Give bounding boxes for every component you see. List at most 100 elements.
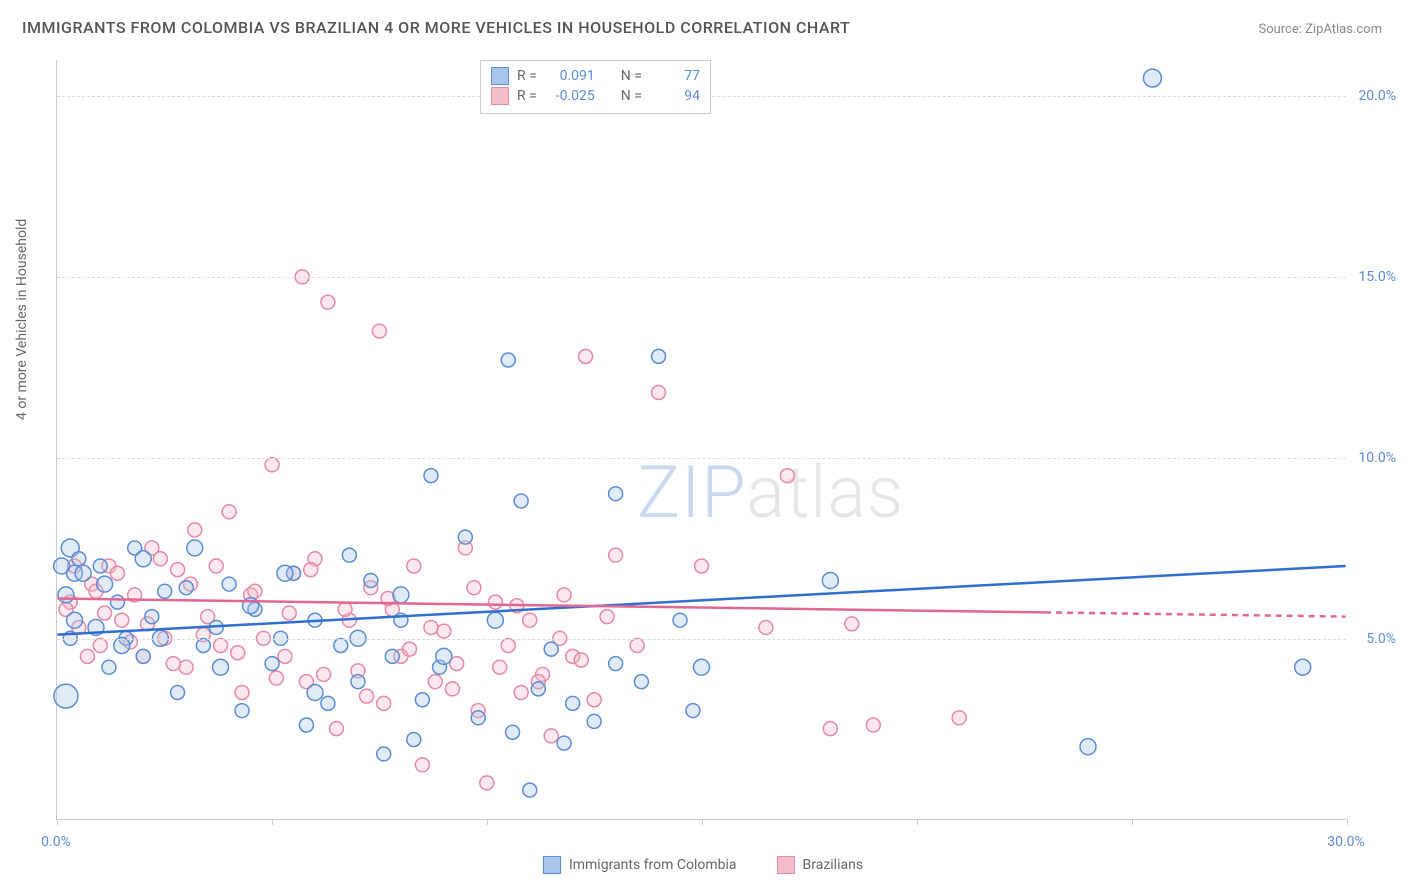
n-value-colombia: 77 — [650, 68, 700, 84]
scatter-point-brazil — [304, 563, 318, 577]
scatter-point-brazil — [209, 559, 223, 573]
scatter-point-brazil — [377, 696, 391, 710]
n-label: N = — [621, 88, 642, 104]
scatter-point-brazil — [188, 523, 202, 537]
y-axis-label: 4 or more Vehicles in Household — [14, 219, 30, 420]
scatter-point-brazil — [652, 386, 666, 400]
stats-legend: R = 0.091 N = 77 R = -0.025 N = 94 — [480, 60, 711, 114]
n-value-brazil: 94 — [650, 88, 700, 104]
scatter-point-colombia — [407, 732, 421, 746]
scatter-point-brazil — [415, 758, 429, 772]
legend-item-brazil: Brazilians — [777, 856, 864, 874]
scatter-point-colombia — [102, 660, 116, 674]
scatter-point-brazil — [493, 660, 507, 674]
x-tick — [57, 819, 58, 825]
scatter-point-colombia — [436, 648, 452, 664]
scatter-point-colombia — [634, 675, 648, 689]
scatter-point-brazil — [153, 552, 167, 566]
scatter-point-colombia — [514, 494, 528, 508]
scatter-point-colombia — [1295, 659, 1311, 675]
scatter-point-colombia — [75, 565, 91, 581]
scatter-point-colombia — [531, 682, 545, 696]
scatter-point-brazil — [445, 682, 459, 696]
scatter-point-colombia — [471, 711, 485, 725]
scatter-point-brazil — [317, 667, 331, 681]
scatter-point-brazil — [428, 675, 442, 689]
scatter-point-brazil — [231, 646, 245, 660]
plot-area: ZIPatlas 5.0%10.0%15.0%20.0% — [56, 60, 1346, 820]
swatch-colombia — [491, 67, 509, 85]
scatter-point-colombia — [458, 530, 472, 544]
scatter-point-colombia — [694, 659, 710, 675]
scatter-point-brazil — [248, 584, 262, 598]
x-tick-label: 0.0% — [41, 834, 71, 850]
scatter-point-colombia — [506, 725, 520, 739]
gridline — [57, 277, 1346, 278]
scatter-point-colombia — [424, 469, 438, 483]
scatter-point-brazil — [407, 559, 421, 573]
scatter-point-colombia — [171, 686, 185, 700]
scatter-point-brazil — [269, 671, 283, 685]
scatter-point-brazil — [952, 711, 966, 725]
scatter-point-brazil — [265, 458, 279, 472]
x-tick — [487, 819, 488, 825]
scatter-point-colombia — [213, 659, 229, 675]
r-label: R = — [517, 68, 537, 84]
scatter-point-brazil — [98, 606, 112, 620]
gridline — [57, 458, 1346, 459]
scatter-point-colombia — [235, 704, 249, 718]
scatter-point-colombia — [544, 642, 558, 656]
legend-swatch-brazil — [777, 856, 795, 874]
scatter-point-brazil — [579, 349, 593, 363]
swatch-brazil — [491, 87, 509, 105]
x-tick — [272, 819, 273, 825]
scatter-point-brazil — [557, 588, 571, 602]
stats-row-brazil: R = -0.025 N = 94 — [491, 87, 700, 105]
scatter-point-brazil — [278, 649, 292, 663]
scatter-point-colombia — [566, 696, 580, 710]
scatter-point-brazil — [115, 613, 129, 627]
scatter-point-colombia — [415, 693, 429, 707]
scatter-point-colombia — [110, 595, 124, 609]
scatter-point-brazil — [823, 722, 837, 736]
scatter-point-colombia — [686, 704, 700, 718]
legend-swatch-colombia — [543, 856, 561, 874]
scatter-point-colombia — [97, 576, 113, 592]
x-tick-label: 30.0% — [1327, 834, 1365, 850]
scatter-point-brazil — [437, 624, 451, 638]
scatter-point-brazil — [93, 639, 107, 653]
scatter-point-brazil — [80, 649, 94, 663]
scatter-point-brazil — [544, 729, 558, 743]
scatter-point-colombia — [673, 613, 687, 627]
scatter-point-brazil — [609, 548, 623, 562]
scatter-point-brazil — [171, 563, 185, 577]
scatter-point-brazil — [166, 657, 180, 671]
scatter-point-brazil — [222, 505, 236, 519]
scatter-point-brazil — [110, 566, 124, 580]
x-tick — [1347, 819, 1348, 825]
y-tick-label: 5.0% — [1366, 631, 1396, 647]
r-value-colombia: 0.091 — [545, 68, 595, 84]
scatter-point-colombia — [54, 558, 70, 574]
scatter-point-colombia — [1080, 739, 1096, 755]
scatter-point-brazil — [214, 639, 228, 653]
scatter-point-colombia — [609, 657, 623, 671]
scatter-point-brazil — [321, 295, 335, 309]
scatter-point-colombia — [93, 559, 107, 573]
scatter-point-colombia — [351, 675, 365, 689]
scatter-point-colombia — [377, 747, 391, 761]
scatter-point-brazil — [501, 639, 515, 653]
scatter-point-colombia — [557, 736, 571, 750]
scatter-point-colombia — [385, 649, 399, 663]
scatter-point-colombia — [587, 714, 601, 728]
scatter-point-brazil — [424, 620, 438, 634]
scatter-point-colombia — [187, 540, 203, 556]
scatter-point-brazil — [866, 718, 880, 732]
scatter-point-brazil — [282, 606, 296, 620]
scatter-point-colombia — [321, 696, 335, 710]
y-tick-label: 10.0% — [1358, 450, 1396, 466]
scatter-point-brazil — [402, 642, 416, 656]
scatter-point-colombia — [277, 565, 293, 581]
scatter-point-brazil — [338, 602, 352, 616]
legend-label-colombia: Immigrants from Colombia — [569, 857, 737, 873]
